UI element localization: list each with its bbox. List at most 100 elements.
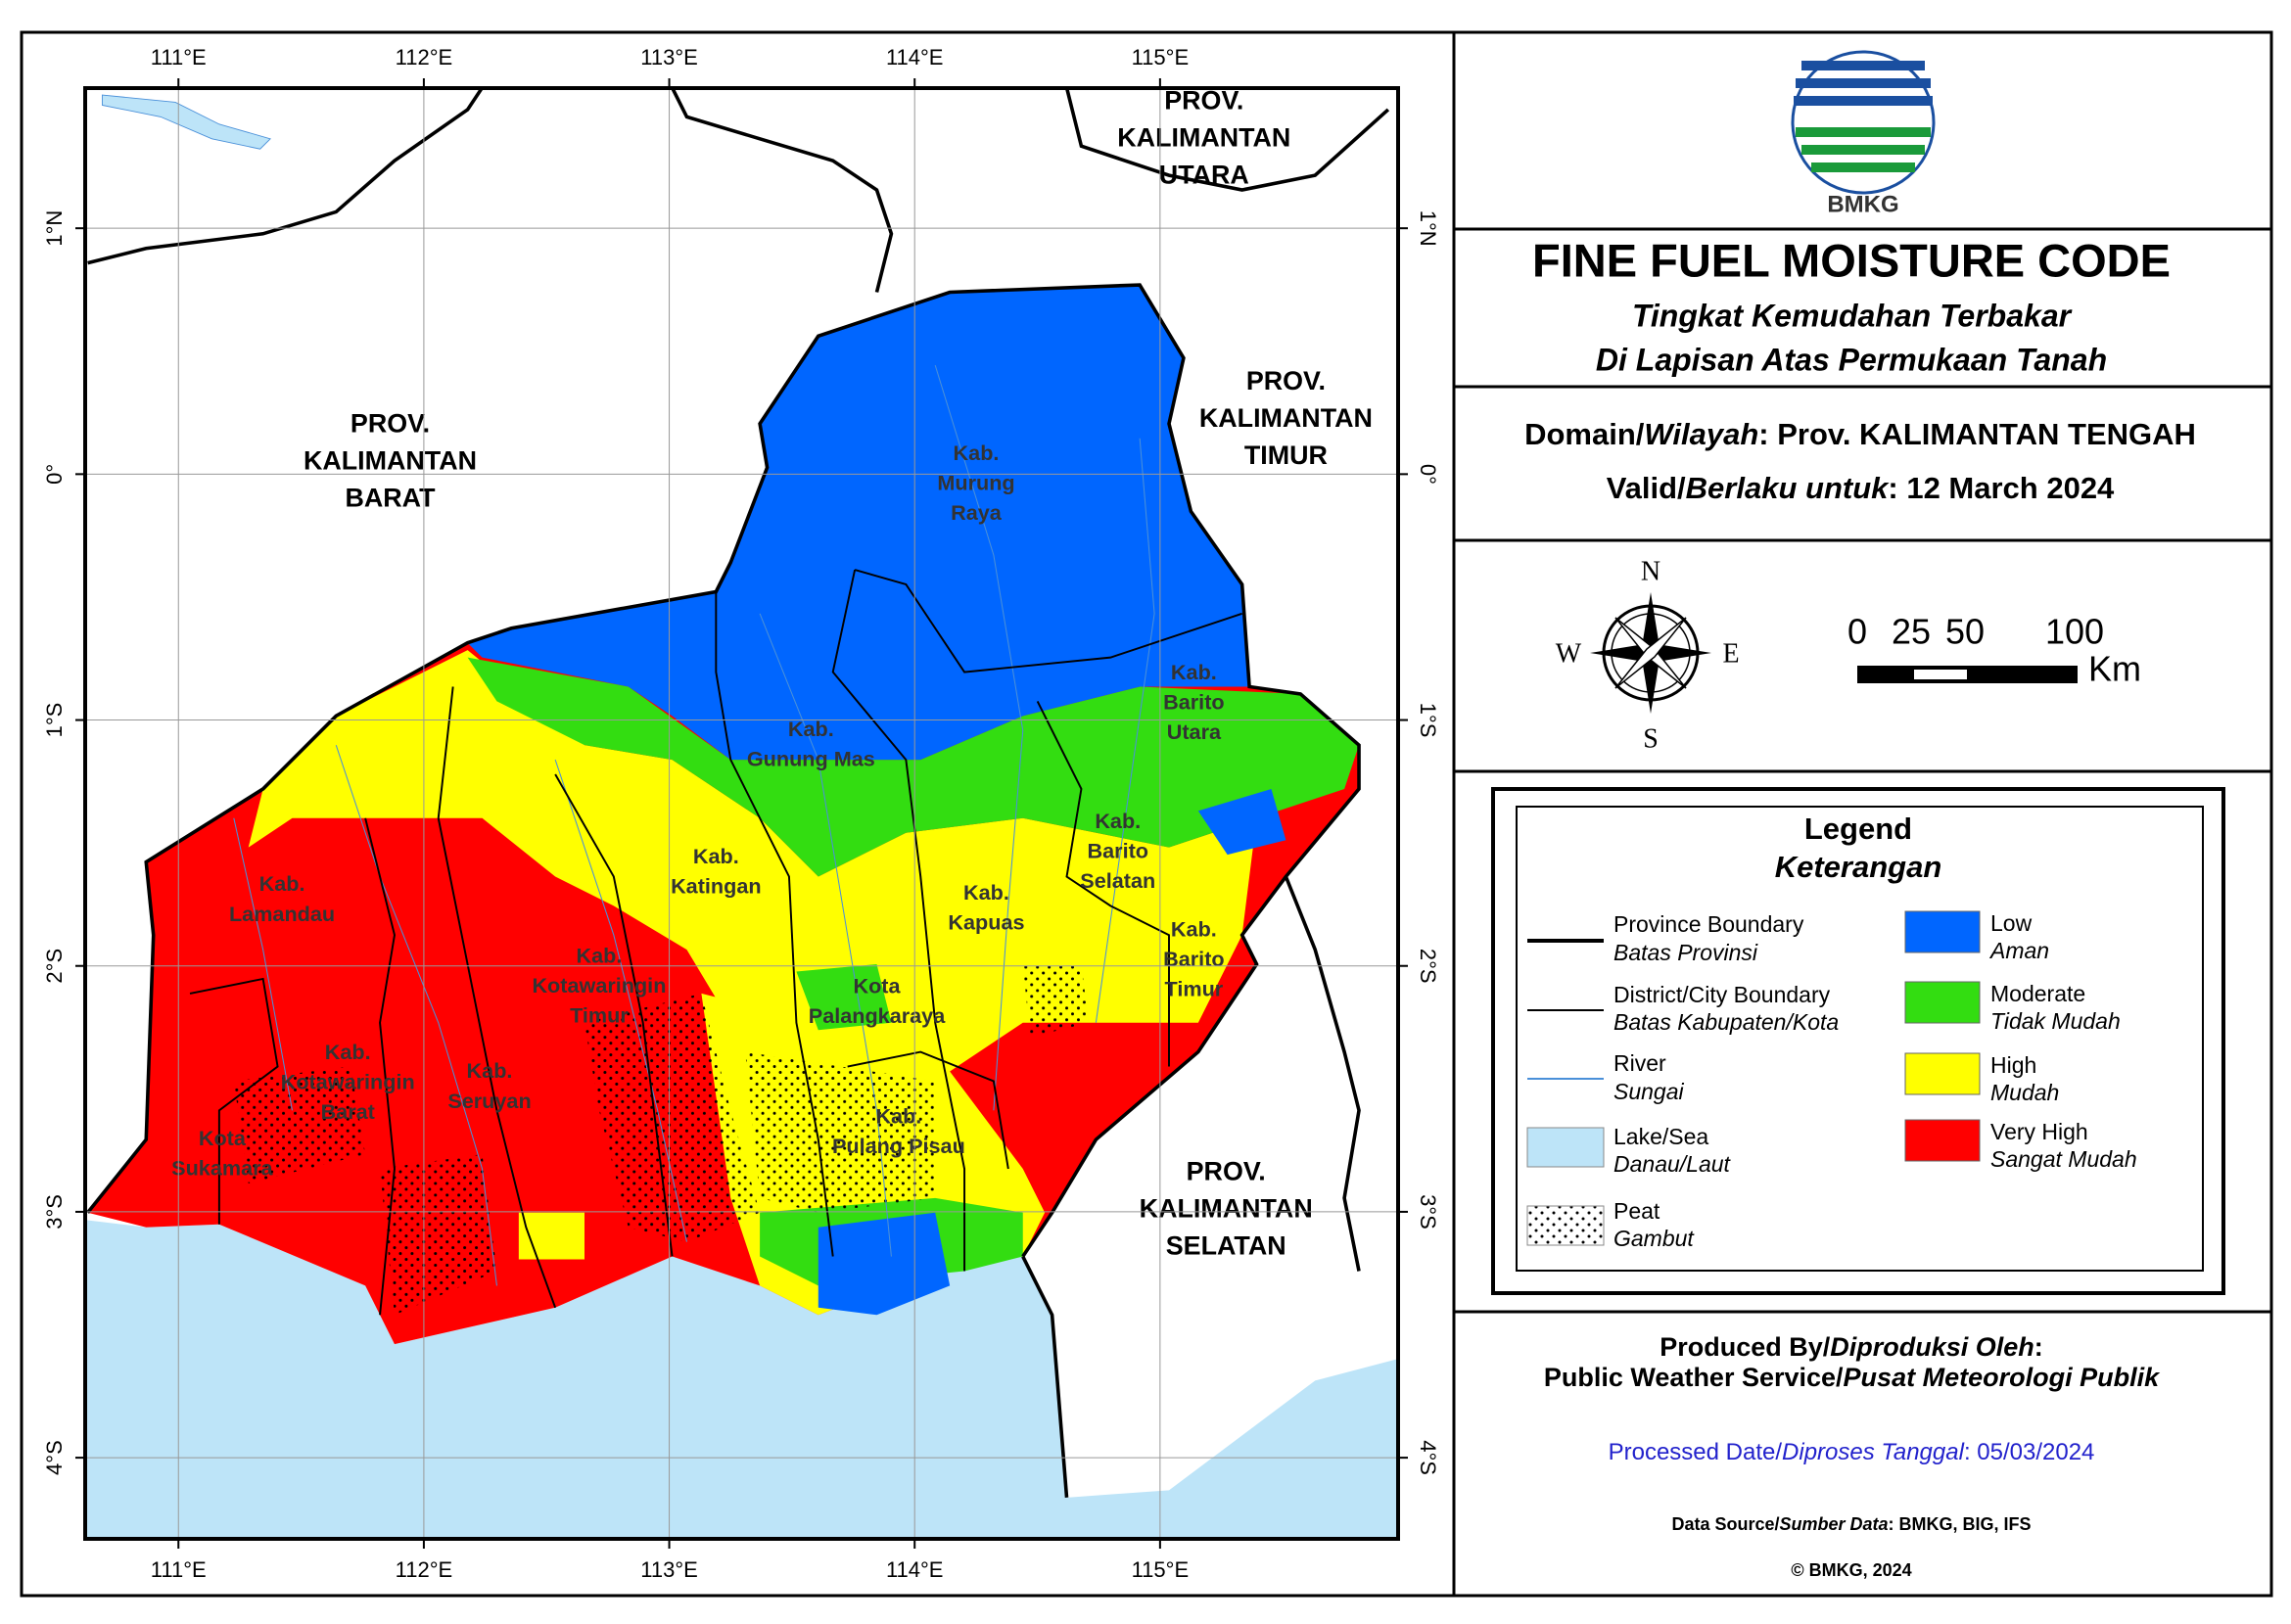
x-tick-label: 112°E xyxy=(396,45,453,70)
valid-value: : 12 March 2024 xyxy=(1888,471,2115,505)
river xyxy=(233,817,294,1111)
map-frame xyxy=(83,86,1400,1541)
org: Public Weather Service/ xyxy=(1544,1363,1844,1392)
x-tick-label: 113°E xyxy=(640,1557,698,1582)
legend-label-local: Gambut xyxy=(1613,1226,1695,1251)
province-label: BARAT xyxy=(345,484,436,513)
district-boundary xyxy=(189,977,279,1225)
logo-text: BMKG xyxy=(1827,191,1898,217)
province-boundaries xyxy=(86,88,1390,1498)
legend-label: District/City Boundary xyxy=(1613,982,1831,1007)
region-label: Timur xyxy=(570,1002,629,1027)
region-label: Barito xyxy=(1088,839,1148,863)
y-tick-label: 3°S xyxy=(1416,1194,1440,1230)
legend-swatch xyxy=(1904,1119,1981,1162)
province-label: PROV. xyxy=(351,408,430,438)
logo-stripe xyxy=(1796,127,1931,137)
region-label: Raya xyxy=(951,500,1003,525)
panel-separators xyxy=(1454,227,2271,1314)
legend-label: Moderate xyxy=(1990,981,2085,1006)
legend-label: Very High xyxy=(1990,1119,2088,1144)
legend-label-local: Batas Provinsi xyxy=(1613,940,1758,965)
y-tick-label: 4°S xyxy=(1416,1440,1440,1475)
x-tick-label: 114°E xyxy=(886,45,944,70)
legend-frame-inner xyxy=(1516,806,2204,1272)
district-boundary xyxy=(554,773,674,1257)
y-tick-label: 2°S xyxy=(1416,949,1440,984)
y-tick-label: 0° xyxy=(42,464,67,485)
subtitle: Di Lapisan Atas Permukaan Tanah xyxy=(1596,342,2107,377)
domain-label-local: Wilayah xyxy=(1644,417,1758,451)
subtitle: Tingkat Kemudahan Terbakar xyxy=(1632,298,2073,333)
district-boundary xyxy=(847,1050,1009,1170)
province-label: TIMUR xyxy=(1244,441,1328,470)
legend-swatch xyxy=(1904,1052,1981,1095)
district-boundary xyxy=(1036,700,1170,1067)
map-shapes: PROV. KALIMANTAN BARAT PROV. KALIMANTAN TIMUR… xyxy=(85,88,1398,1539)
province-label: PROV. xyxy=(1187,1157,1266,1186)
data-source: Data Source/Sumber Data: BMKG, BIG, IFS xyxy=(1671,1514,2031,1534)
org-local: Pusat Meteorologi Publik xyxy=(1844,1363,2162,1392)
processed-date: Processed Date/Diproses Tanggal: 05/03/2… xyxy=(1609,1439,2095,1465)
source-label: Data Source/ xyxy=(1671,1514,1779,1534)
y-tick-label: 1°N xyxy=(42,210,67,247)
district-boundary xyxy=(715,591,834,1257)
processed-label-local: Diproses Tanggal xyxy=(1782,1439,1965,1465)
region-label: Palangkaraya xyxy=(809,1003,946,1028)
domain: Domain/Wilayah: Prov. KALIMANTAN TENGAH xyxy=(1524,417,2196,451)
region-label: Kab. xyxy=(1171,660,1217,684)
river xyxy=(1095,438,1155,1023)
region-label: Kab. xyxy=(325,1040,371,1064)
district-boundary xyxy=(364,817,396,1316)
region-label: Kotawaringin xyxy=(532,973,666,998)
lake-sample xyxy=(1526,1127,1605,1168)
district-boundary xyxy=(854,569,1242,673)
region-label: Seruyan xyxy=(447,1089,531,1113)
region-label: Kab. xyxy=(576,943,622,967)
region-label: Kota xyxy=(199,1126,247,1150)
river xyxy=(554,759,687,1242)
logo-stripe xyxy=(1796,78,1931,88)
region-label: Timur xyxy=(1165,977,1224,1001)
produced-label: Produced By/ xyxy=(1660,1332,1831,1362)
outer-border xyxy=(20,30,2273,1598)
peat-area xyxy=(1022,964,1089,1038)
legend-label-local: Danau/Laut xyxy=(1613,1151,1732,1177)
y-tick-label: 2°S xyxy=(42,949,67,984)
high-area xyxy=(518,1212,584,1260)
produced-org: Public Weather Service/Pusat Meteorologi… xyxy=(1544,1363,2161,1392)
legend-label: Peat xyxy=(1613,1198,1660,1224)
y-tick-label: 4°S xyxy=(42,1440,67,1475)
logo-stripe xyxy=(1801,61,1925,70)
x-tick-label: 113°E xyxy=(640,45,698,70)
legend-label-local: Sungai xyxy=(1613,1079,1685,1104)
peat-area xyxy=(745,1051,936,1213)
x-tick-label: 115°E xyxy=(1132,1557,1190,1582)
compass-s: S xyxy=(1643,723,1659,754)
logo-stripe xyxy=(1794,96,1933,106)
region-label: Kab. xyxy=(259,871,305,896)
x-tick-label: 111°E xyxy=(151,45,207,70)
district-boundary xyxy=(437,686,557,1309)
legend-label: Lake/Sea xyxy=(1613,1124,1708,1149)
region-label: Kab. xyxy=(788,717,834,741)
region-label: Lamandau xyxy=(229,902,335,926)
processed-label: Processed Date/ xyxy=(1609,1439,1783,1465)
lake xyxy=(102,94,271,150)
scale-tick: 100 xyxy=(2045,612,2104,652)
rivers xyxy=(233,364,1155,1286)
scale-tick: 0 xyxy=(1847,612,1867,652)
river xyxy=(335,745,497,1286)
legend-label-local: Aman xyxy=(1988,938,2049,963)
region-label: Kab. xyxy=(954,441,1000,465)
region-label: Kapuas xyxy=(948,910,1024,935)
logo-stripe xyxy=(1801,145,1925,155)
compass-n: N xyxy=(1641,556,1660,586)
scale-unit: Km xyxy=(2088,649,2141,689)
region-label: Kab. xyxy=(467,1058,513,1083)
source-label-local: Sumber Data xyxy=(1780,1514,1889,1534)
province-boundary xyxy=(670,88,894,293)
river xyxy=(934,364,1024,1111)
low-area xyxy=(818,1212,951,1316)
province-boundary xyxy=(87,88,485,265)
